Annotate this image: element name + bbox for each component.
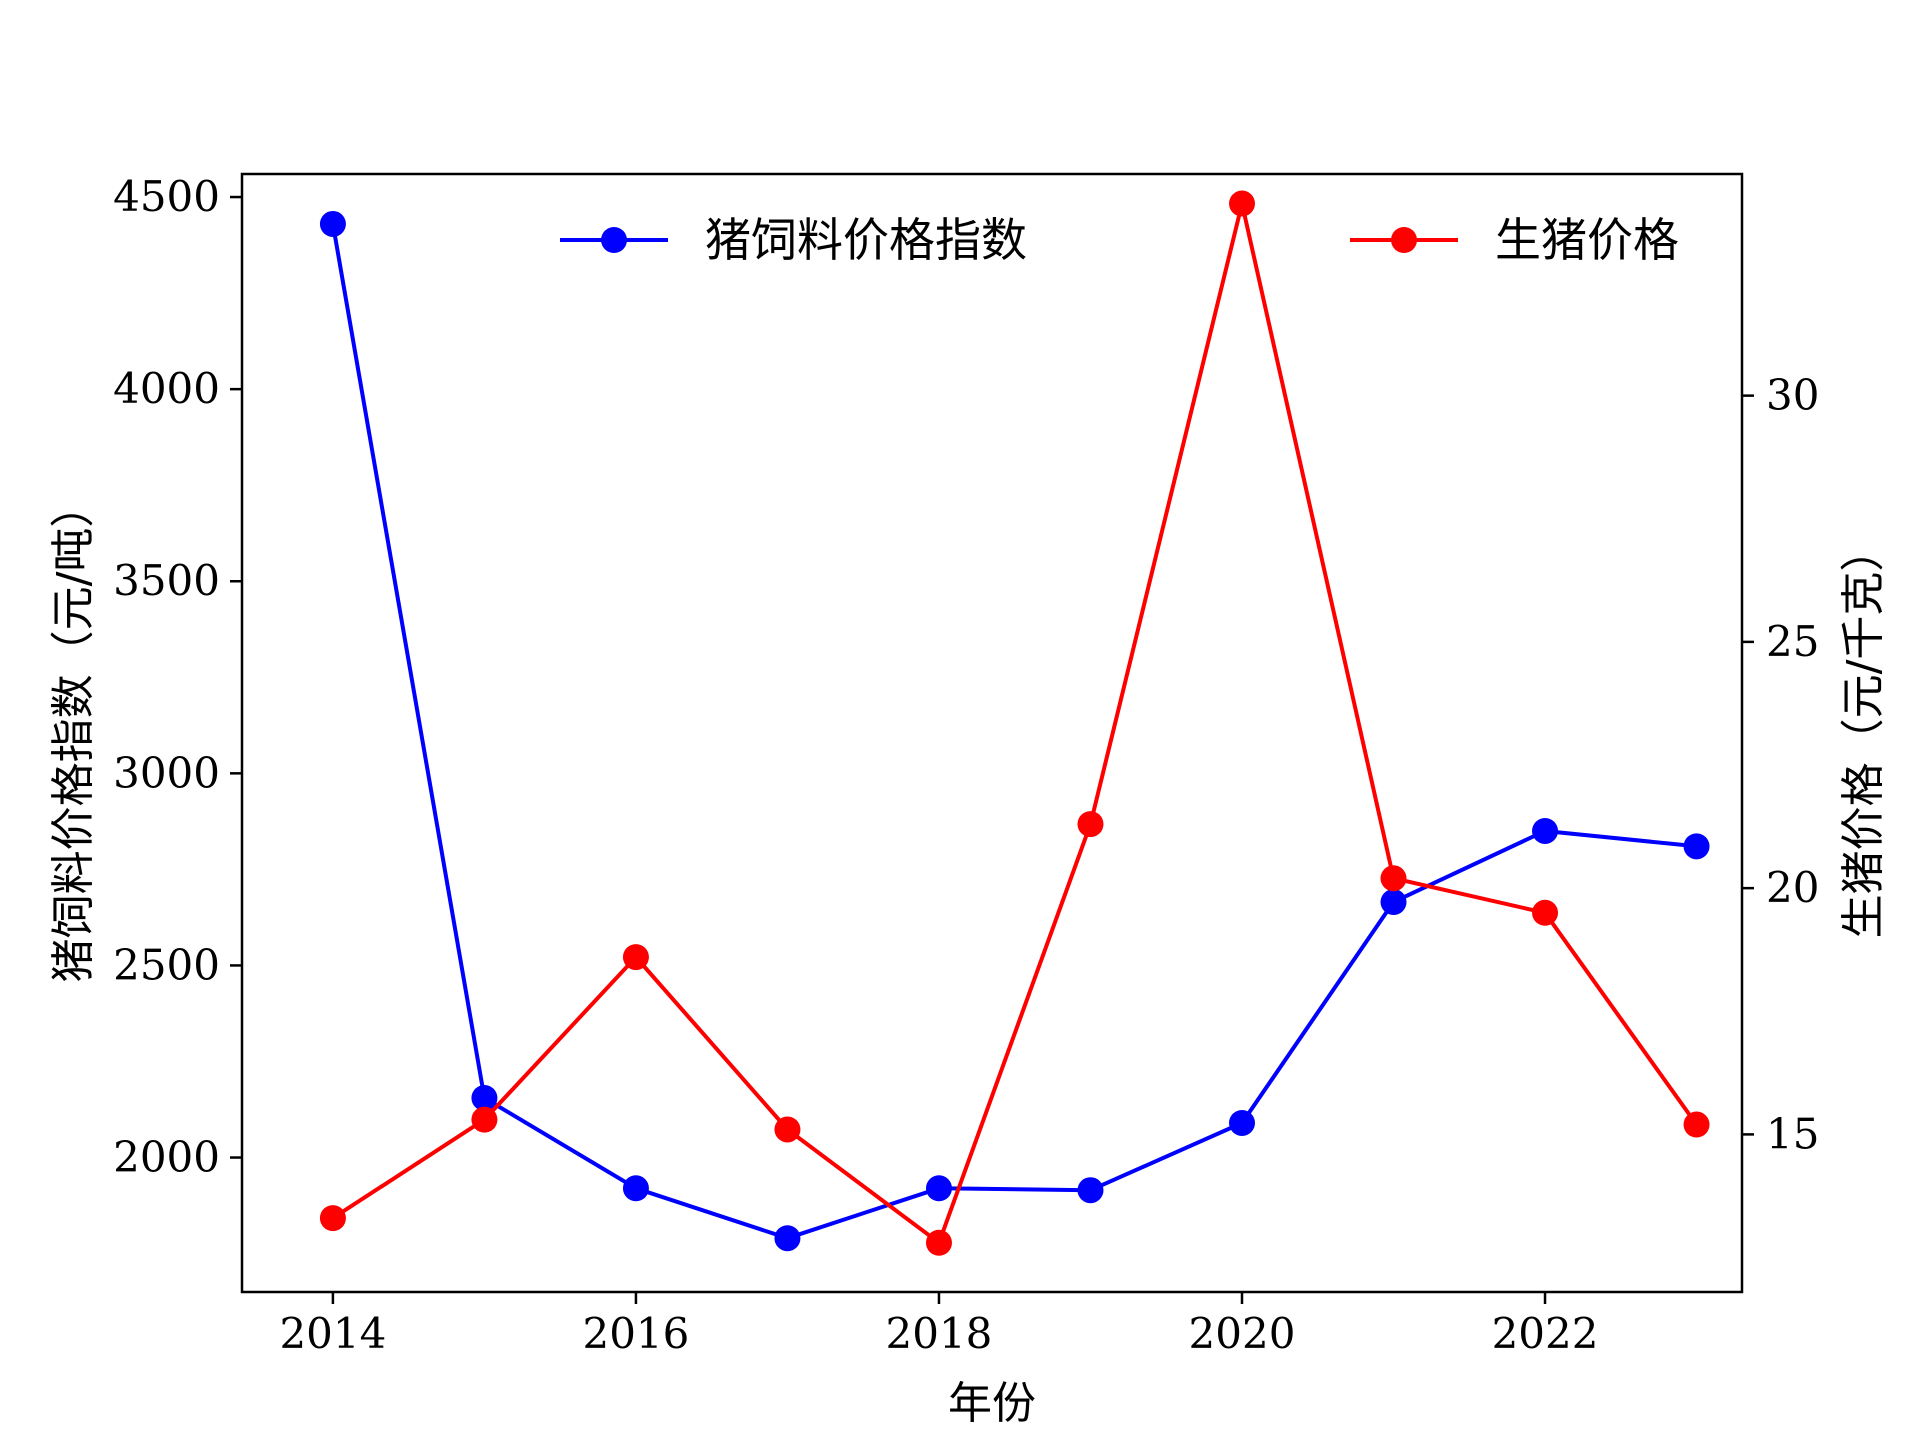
series-1-point [1229, 190, 1255, 217]
series-0-point [1683, 833, 1710, 860]
y-left-tick-label: 4000 [113, 364, 220, 413]
series-1-point [925, 1229, 952, 1256]
series-0-point [622, 1175, 649, 1202]
y-left-axis-title: 猪饲料价格指数（元/吨） [48, 484, 99, 983]
series-1-point [319, 1205, 346, 1232]
legend-marker [601, 227, 627, 253]
legend: 猪饲料价格指数 生猪价格 [560, 213, 1679, 267]
series-1-point [1077, 811, 1104, 838]
x-tick-label: 2016 [582, 1309, 689, 1358]
y-right-tick-label: 15 [1766, 1109, 1819, 1158]
series-0-point [1077, 1177, 1104, 1204]
x-tick-label: 2022 [1492, 1309, 1599, 1358]
legend-label: 生猪价格 [1495, 213, 1679, 267]
series-1-point [774, 1116, 801, 1143]
x-tick-label: 2020 [1189, 1309, 1296, 1358]
series-0-point [1229, 1109, 1255, 1136]
y-left-tick-label: 2000 [113, 1133, 220, 1182]
x-axis-title: 年份 [948, 1378, 1036, 1429]
y-left-tick-label: 4500 [113, 172, 220, 221]
series-0-point [319, 210, 346, 237]
y-right-tick-label: 25 [1766, 617, 1819, 666]
series-line-0 [330, 223, 1697, 1241]
series-1-point [1532, 899, 1559, 926]
x-tick-label: 2014 [279, 1309, 386, 1358]
series-1-point [622, 944, 649, 971]
series-0-point [1532, 817, 1559, 844]
legend-marker [1391, 227, 1417, 253]
x-axis-ticks: 2014 2016 2018 2020 2022 [279, 1292, 1598, 1358]
y-left-axis-ticks: 2000 2500 3000 3500 4000 4500 [113, 172, 242, 1182]
y-left-tick-label: 2500 [113, 940, 220, 989]
series-1-point [471, 1106, 498, 1133]
series-line-1 [331, 201, 1699, 1245]
series-0-point [925, 1175, 952, 1202]
y-left-tick-label: 3500 [113, 556, 220, 605]
series-0-point [1380, 889, 1407, 916]
x-tick-label: 2018 [886, 1309, 993, 1358]
y-right-axis-ticks: 15 20 25 30 [1742, 371, 1819, 1158]
legend-label: 猪饲料价格指数 [705, 213, 1027, 267]
y-left-tick-label: 3000 [113, 748, 220, 797]
y-right-axis-title: 生猪价格（元/千克） [1838, 528, 1889, 939]
series-1-point [1683, 1111, 1710, 1138]
series-0-point [774, 1225, 801, 1252]
series-0-point [471, 1084, 498, 1111]
series-layer [319, 190, 1710, 1256]
plot-frame [240, 172, 1744, 1294]
series-1-point [1380, 865, 1407, 892]
y-right-tick-label: 20 [1766, 863, 1819, 912]
y-right-tick-label: 30 [1766, 371, 1819, 420]
